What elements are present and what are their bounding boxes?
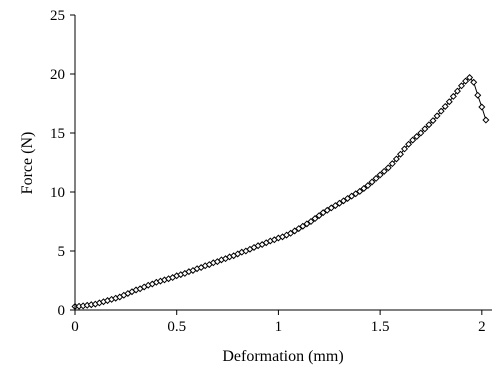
y-tick-label: 25	[50, 8, 65, 24]
data-point	[429, 117, 437, 125]
data-point	[405, 140, 413, 148]
data-point	[303, 220, 311, 228]
y-tick-label: 20	[50, 67, 65, 83]
y-tick-label: 15	[50, 126, 65, 142]
x-tick-label: 0.5	[167, 319, 186, 335]
data-point	[311, 215, 319, 223]
data-point	[384, 164, 392, 172]
x-tick-label: 0	[71, 319, 79, 335]
data-point	[356, 187, 364, 195]
x-tick-label: 2	[478, 319, 486, 335]
data-point	[331, 202, 339, 210]
data-point	[376, 171, 384, 179]
data-point	[466, 74, 474, 82]
data-point	[339, 197, 348, 205]
data-point	[287, 229, 295, 237]
x-tick-label: 1.5	[371, 319, 390, 335]
data-point	[413, 133, 421, 141]
data-point	[441, 102, 449, 110]
data-point	[457, 82, 465, 90]
data-point	[335, 199, 343, 207]
data-point	[380, 167, 388, 175]
data-point	[396, 150, 404, 158]
data-point	[453, 87, 461, 95]
data-point	[348, 192, 356, 200]
data-point	[482, 116, 490, 124]
y-tick-label: 10	[50, 185, 65, 201]
data-point	[327, 204, 335, 212]
x-axis-title: Deformation (mm)	[222, 348, 343, 365]
data-point	[433, 112, 441, 120]
y-tick-label: 5	[58, 244, 66, 260]
data-point	[323, 206, 331, 214]
data-point	[421, 125, 429, 133]
data-point	[462, 77, 470, 85]
data-point	[344, 194, 352, 202]
data-point	[417, 129, 425, 137]
y-ticks: 0 5 10 15 20 25	[50, 8, 75, 319]
data-point	[449, 92, 457, 100]
data-point	[392, 155, 400, 163]
data-point	[299, 222, 307, 230]
x-ticks: 0 0.5 1 1.5 2	[71, 310, 486, 335]
data-point	[307, 217, 315, 226]
plot-area	[71, 74, 490, 310]
data-point	[372, 174, 380, 182]
series-line	[74, 76, 487, 307]
data-point	[401, 145, 409, 153]
y-axis-title: Force (N)	[19, 132, 36, 195]
data-point	[409, 136, 417, 144]
data-point	[368, 178, 376, 186]
data-point	[474, 91, 482, 99]
data-point	[425, 121, 433, 129]
data-point	[364, 182, 372, 190]
data-point	[437, 107, 445, 115]
data-point	[478, 103, 486, 111]
data-point	[315, 212, 323, 220]
y-tick-label: 0	[58, 303, 66, 319]
data-point	[291, 227, 299, 235]
data-point	[352, 190, 360, 198]
data-point	[470, 78, 478, 86]
x-tick-label: 1	[275, 319, 283, 335]
data-point	[319, 209, 327, 217]
data-point	[388, 160, 396, 168]
data-point	[445, 98, 453, 106]
data-point	[360, 184, 368, 192]
data-point	[295, 225, 303, 233]
